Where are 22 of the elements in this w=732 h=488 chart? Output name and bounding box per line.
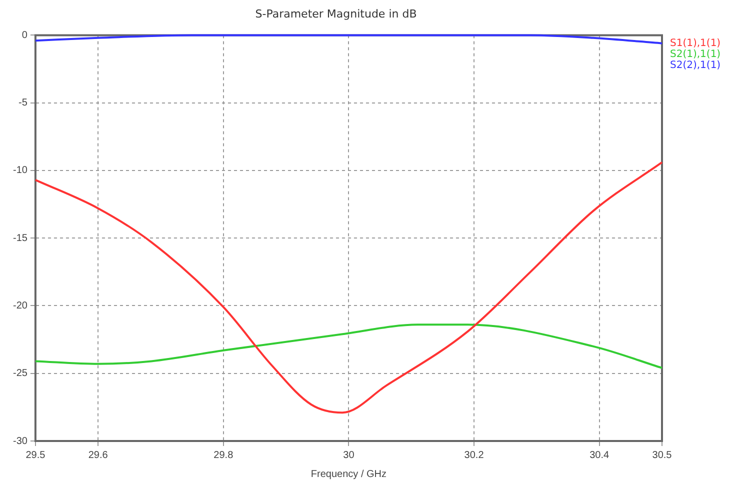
y-tick-label: -25 bbox=[13, 368, 28, 380]
y-tick-label: -10 bbox=[13, 165, 28, 176]
y-tick-label: -30 bbox=[13, 436, 28, 447]
x-tick-label: 30 bbox=[343, 450, 355, 461]
x-tick-label: 29.8 bbox=[214, 450, 234, 461]
line-series bbox=[34, 324, 663, 369]
y-tick-label: -5 bbox=[18, 98, 28, 109]
line-series bbox=[34, 161, 663, 414]
x-axis-title: Frequency / GHz bbox=[310, 468, 387, 480]
y-tick-label: -20 bbox=[13, 300, 28, 312]
x-tick-label: 29.6 bbox=[88, 450, 108, 461]
y-tick-label: -15 bbox=[13, 232, 28, 244]
chart-title: S-Parameter Magnitude in dB bbox=[255, 7, 417, 20]
series-label: S2(2),1(1) bbox=[670, 60, 721, 71]
y-tick-label: 0 bbox=[22, 30, 28, 41]
text: S2(1),1(1) bbox=[670, 48, 721, 60]
text: S1(1),1(1) bbox=[670, 38, 721, 49]
x-tick-label: 30.5 bbox=[652, 450, 672, 461]
x-tick-label: 29.5 bbox=[26, 450, 46, 461]
x-tick-label: 30.4 bbox=[590, 450, 610, 461]
x-tick-label: 30.2 bbox=[464, 450, 484, 461]
line-series bbox=[34, 34, 663, 44]
